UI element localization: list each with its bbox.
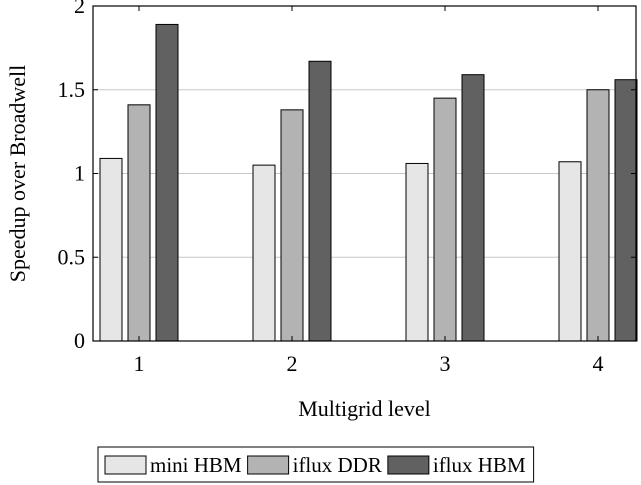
x-axis-label: Multigrid level: [298, 396, 431, 421]
legend-swatch: [387, 455, 430, 475]
legend-items: mini HBM iflux DDR iflux HBM: [104, 453, 526, 477]
legend-label: iflux DDR: [293, 453, 382, 477]
x-axis-ticks: 1 2 3 4: [134, 6, 604, 376]
bar-iflux-ddr-level-1: [127, 104, 151, 342]
y-axis-ticks: 0 0.5 1 1.5 2: [58, 0, 636, 353]
bar-iflux-hbm-level-3: [461, 74, 485, 342]
bar-iflux-ddr-level-4: [586, 89, 610, 342]
bars: [99, 23, 638, 342]
y-axis-label: Speedup over Broadwell: [5, 65, 30, 283]
bar-iflux-ddr-level-3: [433, 97, 457, 342]
x-tick-label: 1: [134, 351, 145, 376]
legend-label: mini HBM: [150, 453, 242, 477]
legend: mini HBM iflux DDR iflux HBM: [97, 446, 535, 483]
y-tick-label: 2: [74, 0, 85, 18]
bar-mini-hbm-level-3: [405, 162, 429, 342]
y-tick-label: 0.5: [58, 244, 86, 269]
bar-mini-hbm-level-2: [252, 164, 276, 342]
bar-iflux-hbm-level-4: [614, 79, 638, 342]
legend-swatch: [104, 455, 147, 475]
legend-label: iflux HBM: [433, 453, 526, 477]
x-tick-label: 4: [593, 351, 604, 376]
bar-iflux-ddr-level-2: [280, 109, 304, 342]
x-tick-label: 3: [440, 351, 451, 376]
bar-mini-hbm-level-1: [99, 157, 123, 342]
bar-mini-hbm-level-4: [558, 161, 582, 342]
y-tick-label: 1: [74, 161, 85, 186]
x-tick-label: 2: [287, 351, 298, 376]
y-tick-label: 0: [74, 328, 85, 353]
legend-box: [97, 446, 535, 483]
bar-iflux-hbm-level-2: [308, 60, 332, 342]
legend-swatch: [247, 455, 290, 475]
bar-iflux-hbm-level-1: [155, 23, 179, 342]
y-tick-label: 1.5: [58, 77, 86, 102]
